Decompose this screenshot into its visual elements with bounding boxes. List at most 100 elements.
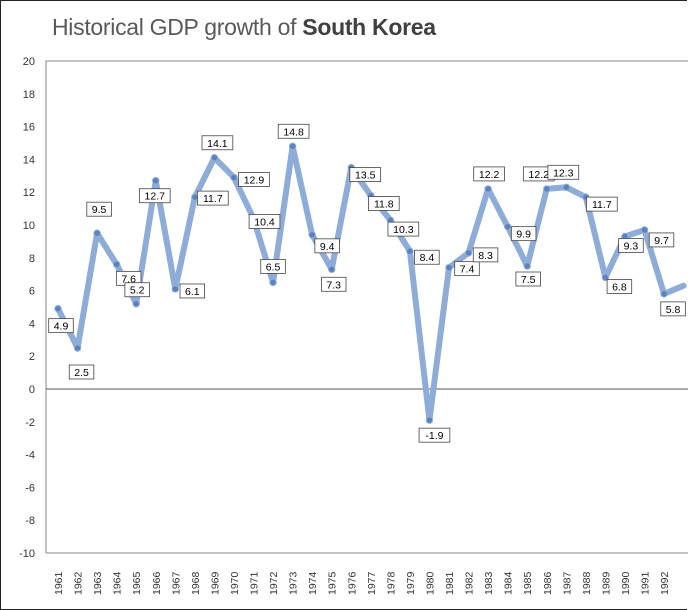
y-tick-label: 18 — [23, 89, 35, 101]
data-label-text: 13.5 — [355, 170, 376, 182]
x-tick-label: 1985 — [522, 571, 534, 595]
data-label-box — [414, 249, 440, 265]
x-tick-label: 1976 — [346, 571, 358, 595]
data-label: 11.7 — [586, 196, 618, 212]
x-tick-label: 1984 — [503, 571, 515, 595]
data-point — [210, 154, 219, 162]
data-label-text: 12.2 — [529, 169, 550, 181]
data-label-text: 4.9 — [54, 321, 69, 333]
data-point — [54, 304, 62, 313]
data-label: 6.1 — [179, 283, 206, 299]
data-label-text: 9.5 — [92, 204, 107, 216]
data-label: 6.5 — [260, 258, 286, 274]
data-point — [171, 285, 180, 293]
x-tick-label: 1965 — [131, 571, 143, 595]
data-label-text: 14.8 — [283, 126, 304, 138]
data-label: 12.7 — [138, 188, 171, 204]
data-label-text: 6.8 — [612, 281, 627, 293]
data-point — [445, 263, 453, 272]
data-label-box — [660, 301, 686, 317]
data-label-box — [472, 247, 499, 263]
y-tick-label: 16 — [23, 122, 35, 134]
data-label-box — [648, 232, 675, 248]
y-tick-label: 12 — [23, 187, 35, 199]
data-label-box — [138, 188, 171, 204]
data-label-text: 5.2 — [130, 285, 145, 297]
y-tick-label: 0 — [29, 384, 35, 396]
data-label: 6.8 — [606, 279, 633, 294]
data-label: 10.4 — [248, 214, 281, 229]
x-tick-label: 1964 — [112, 571, 124, 595]
data-point — [73, 344, 82, 352]
data-label: 7.5 — [515, 271, 541, 287]
data-label: 12.9 — [238, 172, 270, 187]
x-tick-label: 1980 — [424, 571, 436, 595]
data-label-text: 10.3 — [393, 224, 414, 236]
data-label-text: 2.5 — [74, 367, 89, 379]
y-tick-label: 4 — [29, 318, 35, 330]
data-point — [132, 300, 140, 308]
data-label: 9.9 — [510, 226, 537, 242]
data-label-text: 9.4 — [320, 241, 335, 253]
chart-title-main: Historical GDP growth of — [52, 14, 297, 40]
data-label-text: 9.7 — [654, 235, 669, 247]
x-tick-label: 1973 — [288, 571, 300, 595]
y-tick-label: -8 — [25, 515, 35, 527]
data-point — [93, 229, 101, 237]
data-label: 9.3 — [618, 238, 644, 253]
x-tick-label: 1963 — [92, 571, 104, 595]
data-label: 12.2 — [522, 166, 555, 182]
x-tick-label: 1970 — [229, 571, 241, 595]
data-label-box — [201, 135, 234, 151]
data-label: 11.8 — [367, 196, 400, 211]
data-label-text: 11.7 — [592, 199, 612, 211]
data-point — [543, 185, 551, 193]
data-label: 9.5 — [86, 201, 112, 217]
data-label-box — [586, 196, 618, 212]
data-label-box — [277, 123, 310, 139]
data-point — [562, 183, 570, 191]
data-label: 9.7 — [648, 232, 675, 248]
y-tick-label: -6 — [25, 482, 35, 494]
y-tick-label: 14 — [23, 154, 35, 166]
x-tick-label: 1978 — [385, 571, 397, 595]
y-tick-label: 8 — [29, 253, 35, 265]
y-tick-label: -2 — [25, 417, 35, 429]
data-label: 5.2 — [124, 282, 150, 298]
data-point — [523, 262, 531, 270]
data-label: 2.5 — [68, 364, 95, 380]
data-point — [328, 265, 336, 273]
data-label: 7.4 — [454, 261, 480, 277]
data-label-box — [387, 221, 420, 237]
data-label-box — [179, 283, 206, 299]
data-label-text: 9.9 — [516, 229, 531, 241]
data-point — [484, 185, 492, 193]
x-tick-label: 1990 — [620, 571, 632, 595]
series-line — [55, 143, 687, 424]
data-label-text: 9.3 — [624, 240, 639, 252]
data-point — [425, 416, 434, 424]
x-tick-label: 1967 — [170, 571, 182, 595]
data-point — [601, 273, 610, 282]
x-tick-label: 1961 — [53, 571, 65, 595]
x-tick-label: 1974 — [307, 571, 319, 595]
data-label: 5.8 — [660, 301, 686, 317]
data-label-box — [68, 364, 95, 380]
data-point — [660, 290, 668, 298]
data-label-box — [124, 282, 150, 298]
data-label-box — [314, 238, 340, 254]
data-label-text: -1.9 — [425, 430, 443, 442]
data-label-box — [454, 261, 480, 277]
data-label-text: 12.2 — [479, 169, 500, 181]
data-label-box — [48, 318, 74, 334]
data-label-box — [248, 214, 281, 229]
x-tick-label: 1962 — [73, 571, 85, 595]
x-tick-label: 1975 — [327, 571, 339, 595]
data-label: 13.5 — [349, 167, 382, 183]
data-label-box — [515, 271, 541, 287]
data-label: 12.2 — [473, 166, 505, 182]
x-tick-label: 1987 — [561, 571, 573, 595]
data-label-text: 12.3 — [553, 167, 574, 179]
data-label-text: 8.3 — [478, 250, 493, 262]
